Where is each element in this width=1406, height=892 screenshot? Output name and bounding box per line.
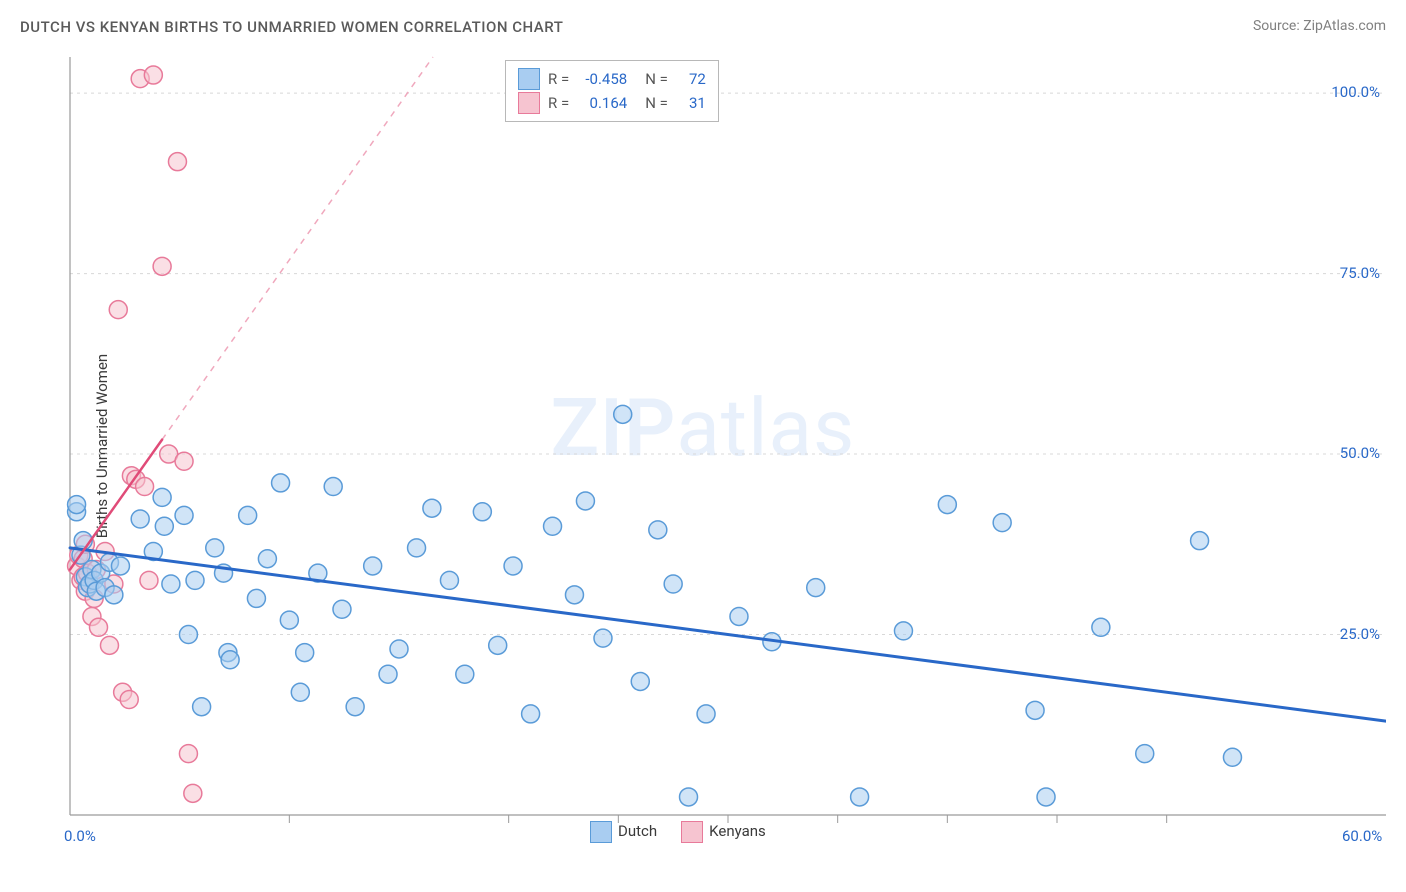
chart-title: DUTCH VS KENYAN BIRTHS TO UNMARRIED WOME… <box>20 18 563 36</box>
legend-swatch <box>590 821 612 843</box>
y-tick-label: 25.0% <box>1340 625 1380 643</box>
chart-svg <box>50 45 1386 835</box>
stat-n-value: 31 <box>676 91 706 115</box>
x-tick-label: 0.0% <box>64 827 96 845</box>
y-tick-label: 100.0% <box>1331 83 1380 101</box>
stat-n-label: N = <box>645 67 668 91</box>
legend-swatch <box>518 92 540 114</box>
correlation-stats-box: R = -0.458 N = 72 R = 0.164 N = 31 <box>505 60 719 122</box>
y-tick-label: 75.0% <box>1340 264 1380 282</box>
stat-r-label: R = <box>548 91 569 115</box>
scatter-plot: 0.0%60.0%25.0%50.0%75.0%100.0% <box>50 45 1386 835</box>
stat-r-value: 0.164 <box>577 91 627 115</box>
stats-row-dutch: R = -0.458 N = 72 <box>518 67 706 91</box>
legend-label: Kenyans <box>709 822 766 840</box>
stat-r-value: -0.458 <box>577 67 627 91</box>
stats-row-kenyans: R = 0.164 N = 31 <box>518 91 706 115</box>
legend-swatch <box>518 68 540 90</box>
series-legend: Dutch Kenyans <box>590 821 766 843</box>
legend-item-kenyans: Kenyans <box>681 821 766 843</box>
source-attribution: Source: ZipAtlas.com <box>1253 18 1386 34</box>
legend-item-dutch: Dutch <box>590 821 657 843</box>
x-tick-label: 60.0% <box>1342 827 1382 845</box>
y-tick-label: 50.0% <box>1340 444 1380 462</box>
stat-n-label: N = <box>645 91 668 115</box>
stat-n-value: 72 <box>676 67 706 91</box>
legend-label: Dutch <box>618 822 657 840</box>
stat-r-label: R = <box>548 67 569 91</box>
legend-swatch <box>681 821 703 843</box>
